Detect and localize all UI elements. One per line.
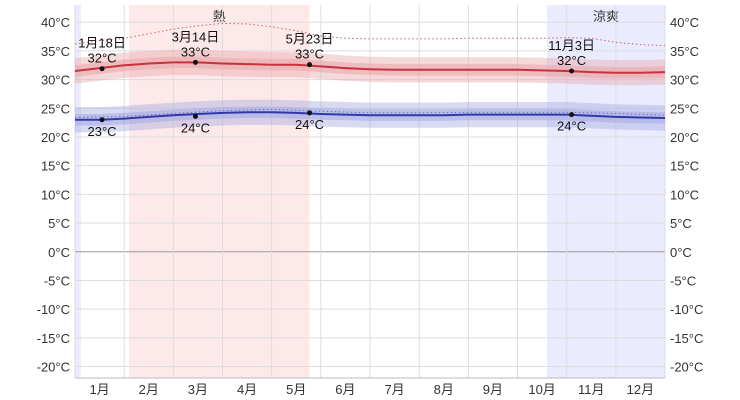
y-tick-label-right: -20°C	[670, 360, 703, 375]
x-tick-label: 5月	[286, 382, 306, 397]
y-tick-label-left: 35°C	[41, 44, 70, 59]
x-tick-label: 2月	[139, 382, 159, 397]
x-tick-label: 12月	[627, 382, 654, 397]
x-tick-label: 6月	[335, 382, 355, 397]
y-tick-label-right: 5°C	[670, 216, 692, 231]
y-tick-label-left: -5°C	[44, 273, 70, 288]
annotation-value: 23°C	[88, 124, 117, 139]
annotation-value: 32°C	[557, 53, 586, 68]
annotation-value: 32°C	[88, 51, 117, 66]
annotation-dot	[99, 117, 105, 123]
y-tick-label-left: 20°C	[41, 130, 70, 145]
annotation-value: 24°C	[295, 117, 324, 132]
y-tick-label-right: -15°C	[670, 331, 703, 346]
series-line-1	[75, 111, 666, 121]
y-tick-label-right: 10°C	[670, 187, 699, 202]
y-tick-label-left: 40°C	[41, 15, 70, 30]
annotation-date: 3月14日	[172, 29, 220, 44]
x-tick-label: 7月	[384, 382, 404, 397]
y-tick-label-left: 30°C	[41, 73, 70, 88]
y-tick-label-left: -20°C	[37, 360, 70, 375]
y-tick-label-right: 40°C	[670, 15, 699, 30]
annotation-value: 33°C	[295, 47, 324, 62]
x-tick-label: 4月	[237, 382, 257, 397]
x-tick-label: 11月	[578, 382, 605, 397]
annotation-dot	[192, 113, 198, 119]
x-tick-label: 3月	[188, 382, 208, 397]
y-tick-label-left: -10°C	[37, 302, 70, 317]
annotation-date: 1月18日	[78, 36, 126, 51]
annotation-dot	[192, 59, 198, 65]
annotation-dot	[307, 110, 313, 116]
x-tick-label: 8月	[434, 382, 454, 397]
y-tick-label-right: 25°C	[670, 101, 699, 116]
annotation-date: 5月23日	[286, 32, 334, 47]
cool-season-strip	[75, 5, 81, 378]
y-tick-label-right: 0°C	[670, 245, 692, 260]
annotation-dot	[569, 68, 575, 74]
annotation-date: 11月3日	[548, 38, 595, 53]
y-tick-label-left: 25°C	[41, 101, 70, 116]
annotation-value: 24°C	[181, 120, 210, 135]
y-tick-label-left: 5°C	[48, 216, 70, 231]
x-tick-label: 9月	[483, 382, 503, 397]
series-line-0	[74, 61, 666, 74]
y-tick-label-right: -10°C	[670, 302, 703, 317]
y-tick-label-left: 15°C	[41, 159, 70, 174]
y-tick-label-right: 30°C	[670, 73, 699, 88]
y-tick-label-right: 35°C	[670, 44, 699, 59]
x-tick-label: 10月	[528, 382, 555, 397]
annotation-dot	[99, 66, 105, 72]
y-tick-label-right: 20°C	[670, 130, 699, 145]
series-band-inner-0	[75, 56, 665, 79]
y-tick-label-right: -5°C	[670, 273, 696, 288]
y-tick-label-left: 0°C	[48, 245, 70, 260]
annotation-value: 24°C	[557, 119, 586, 134]
y-tick-label-left: 10°C	[41, 187, 70, 202]
annotation-value: 33°C	[181, 44, 210, 59]
y-tick-label-right: 15°C	[670, 159, 699, 174]
season-label-1: 涼爽	[593, 9, 619, 24]
x-tick-label: 1月	[89, 382, 109, 397]
annotation-dot	[307, 62, 313, 68]
annotation-dot	[569, 112, 575, 118]
y-tick-label-left: -15°C	[37, 331, 70, 346]
